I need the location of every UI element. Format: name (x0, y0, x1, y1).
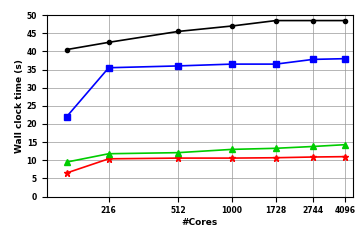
X-axis label: #Cores: #Cores (182, 218, 218, 227)
Y-axis label: Wall clock time (s): Wall clock time (s) (15, 59, 24, 153)
Legend: H/h=30 K_p=30; v=1,  CFL=3, H/h=40 K_p=40; v=1,  CFL=8, H/h=30 K_p=30; v=10, CFL: H/h=30 K_p=30; v=1, CFL=3, H/h=40 K_p=40… (86, 250, 314, 252)
